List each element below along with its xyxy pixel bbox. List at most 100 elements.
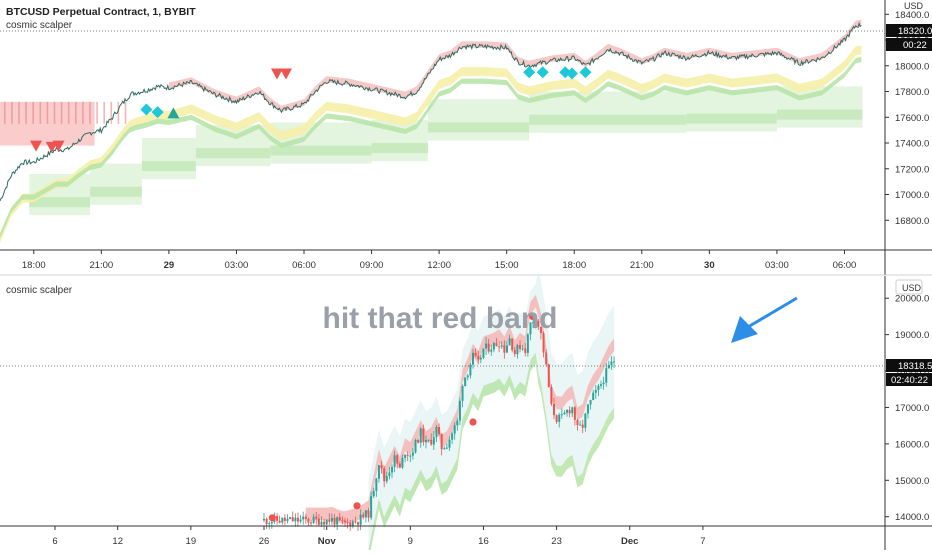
- top-price-series: [0, 21, 862, 202]
- candle-body: [359, 514, 362, 525]
- candle-body: [550, 387, 553, 404]
- candle-body: [477, 355, 480, 360]
- bottom-price-label: 18318.5: [898, 361, 932, 372]
- resistance-zone-tick: [110, 101, 113, 124]
- bottom-time-tick-label: 16: [478, 536, 489, 547]
- candle-body: [513, 350, 516, 355]
- top-price-axis[interactable]: USD 18400.018200.018000.017800.017600.01…: [884, 0, 932, 275]
- top-time-tick-label: 03:00: [765, 260, 789, 271]
- top-price-tick-label: 17800.0: [895, 87, 929, 98]
- top-time-tick-label: 21:00: [89, 260, 113, 271]
- candle-body: [375, 478, 378, 491]
- bottom-price-tick-label: 15000.0: [895, 476, 929, 487]
- red-band: [305, 294, 615, 524]
- candle-body: [307, 519, 310, 523]
- candle-body: [424, 440, 427, 443]
- candle-body: [605, 368, 608, 383]
- candle-body: [328, 519, 331, 522]
- candle-body: [341, 520, 344, 522]
- support-zone-core: [141, 161, 196, 172]
- candle-body: [521, 348, 524, 350]
- candle-body: [364, 510, 367, 518]
- candle-body: [534, 320, 537, 323]
- bottom-price-tick-label: 16000.0: [895, 439, 929, 450]
- candle-body: [409, 455, 412, 457]
- candle-body: [398, 463, 401, 468]
- candle-body: [357, 522, 360, 525]
- top-time-tick-label: 09:00: [360, 260, 384, 271]
- resistance-zone-tick: [82, 101, 84, 124]
- top-currency-label: USD: [904, 1, 924, 11]
- candle-body: [524, 348, 527, 353]
- candle-body: [573, 407, 576, 420]
- bottom-time-tick-label: 26: [259, 536, 270, 547]
- bottom-price-ticks: 20000.0 19000.0 18000.0 17000.0 16000.0 15000…: [885, 294, 929, 523]
- top-time-tick-label: 12:00: [427, 260, 451, 271]
- resistance-zone-tick: [18, 101, 20, 124]
- bottom-chart-panel[interactable]: cosmic scalper hit that red band: [0, 270, 885, 555]
- candle-body: [385, 475, 388, 482]
- resistance-zone-tick: [103, 101, 105, 124]
- resistance-zone-tick: [60, 101, 63, 124]
- candle-body: [417, 439, 420, 443]
- resistance-zone-tick: [39, 101, 42, 124]
- candle-body: [589, 400, 592, 405]
- candle-body: [414, 439, 417, 453]
- candle-body: [542, 333, 545, 353]
- top-price-tick-label: 16800.0: [895, 216, 929, 227]
- support-zone-core: [686, 113, 777, 124]
- bottom-countdown-box: [886, 373, 932, 386]
- candle-body: [479, 357, 482, 360]
- candle-body: [304, 516, 307, 520]
- candle-body: [367, 510, 370, 518]
- bottom-price-axis[interactable]: USD 20000.0 19000.0 18000.0 17000.0 16000.0 1…: [884, 276, 932, 550]
- bottom-indicator-bands: [305, 270, 615, 555]
- candle-body: [448, 439, 451, 448]
- candle-body: [487, 343, 490, 352]
- candle-body: [317, 518, 320, 525]
- signal-dot: [268, 514, 276, 522]
- candle-body: [320, 521, 323, 525]
- top-price-tick-label: 17200.0: [895, 164, 929, 175]
- candle-body: [336, 517, 339, 525]
- bottom-price-tick-label: 19000.0: [895, 330, 929, 341]
- candle-body: [265, 518, 268, 525]
- resistance-zone-tick: [67, 101, 70, 124]
- candle-body: [330, 517, 333, 522]
- candle-body: [607, 364, 610, 369]
- top-time-tick-label: 03:00: [225, 260, 249, 271]
- top-price-tick-label: 17400.0: [895, 139, 929, 150]
- top-indicator-label[interactable]: cosmic scalper: [6, 20, 73, 31]
- top-price-tick-label: 17000.0: [895, 190, 929, 201]
- candle-body: [495, 343, 498, 347]
- bottom-indicator-label[interactable]: cosmic scalper: [6, 285, 73, 296]
- buy-signal-triangle: [167, 107, 180, 119]
- top-time-axis[interactable]: 18:00 21:00 29 03:00 06:00 09:00 12:00 15:00 18:…: [0, 249, 932, 271]
- support-zone-block: [427, 99, 530, 141]
- top-price-tick-label: 17600.0: [895, 113, 929, 124]
- resistance-zone-tick: [89, 101, 91, 124]
- candle-body: [537, 320, 540, 327]
- bottom-price-tick-label: 18000.0: [895, 367, 929, 378]
- top-time-tick-label: 18:00: [22, 260, 46, 271]
- candle-body: [299, 519, 302, 522]
- diamond-signal: [536, 66, 549, 79]
- candle-body: [461, 386, 464, 401]
- resistance-zone-tick: [32, 101, 34, 124]
- candle-body: [419, 428, 422, 443]
- bottom-time-axis[interactable]: 6 12 19 26 Nov 9 16 23 Dec 7: [0, 525, 932, 547]
- candle-body: [263, 518, 265, 521]
- candle-body: [391, 466, 394, 473]
- candle-body: [555, 415, 558, 422]
- resistance-zone-tick: [124, 101, 127, 124]
- top-chart-panel[interactable]: BTCUSD Perpetual Contract, 1, BYBIT cosm…: [0, 0, 885, 250]
- bottom-currency-box[interactable]: [895, 279, 923, 295]
- candle-body: [592, 392, 595, 401]
- candle-body: [600, 384, 603, 386]
- candle-body: [383, 468, 386, 482]
- candle-body: [505, 345, 508, 353]
- candle-body: [406, 454, 409, 456]
- support-zone-core: [427, 122, 530, 133]
- bottom-price-axis-background[interactable]: [885, 276, 932, 526]
